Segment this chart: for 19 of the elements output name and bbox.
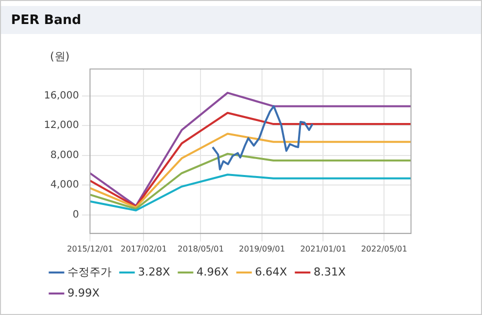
x-tick-label: 2022/05/01 [361,244,408,254]
x-tick-label: 2019/09/01 [238,244,286,254]
legend-label: 6.64X [255,265,288,278]
y-tick-label: 4,000 [50,180,79,191]
chart-title: PER Band [1,6,481,34]
y-tick-label: 0 [72,209,79,220]
y-tick-label: 16,000 [44,90,79,102]
x-tick-label: 2017/02/01 [120,244,167,254]
y-axis-title: (원) [50,50,70,63]
legend-label: 4.96X [196,265,230,278]
legend-label: 수정주가 [68,265,112,278]
x-tick-label: 2015/12/01 [66,244,114,254]
x-tick-label: 2021/01/01 [300,244,346,254]
legend-label: 9.99X [68,286,100,300]
x-tick-label: 2018/05/01 [178,244,224,254]
legend-label: 8.31X [314,265,346,278]
y-tick-label: 12,000 [44,120,79,132]
y-tick-label: 8,000 [50,150,79,161]
legend-label: 3.28X [138,265,170,278]
